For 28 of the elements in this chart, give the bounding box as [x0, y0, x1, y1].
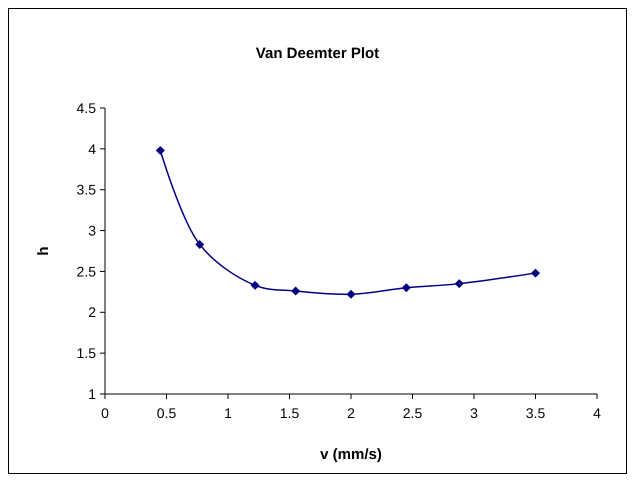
y-tick-label: 2 — [88, 304, 96, 320]
x-tick-label: 4 — [593, 405, 602, 421]
y-tick-label: 3 — [88, 222, 96, 238]
point — [402, 283, 411, 292]
x-tick-label: 1.5 — [280, 405, 300, 421]
point — [250, 280, 260, 290]
x-tick-label: 3 — [470, 405, 478, 421]
point — [531, 268, 540, 278]
y-tick-label: 1.5 — [76, 345, 96, 362]
x-tick-label: 2.5 — [402, 405, 422, 421]
y-tick-label: 4 — [88, 140, 96, 157]
point — [156, 146, 165, 155]
point — [291, 286, 300, 296]
x-tick-label: 1 — [224, 405, 232, 421]
y-tick-label: 3.5 — [76, 182, 96, 198]
chart-title: Van Deemter Plot — [256, 45, 380, 62]
y-axis-title: h — [35, 246, 52, 256]
y-tick-label: 4.5 — [76, 100, 96, 116]
x-axis-title: v (mm/s) — [320, 446, 382, 463]
point — [454, 279, 464, 288]
x-tick-label: 0.5 — [156, 405, 176, 421]
point — [346, 290, 356, 299]
y-tick-label: 1 — [88, 386, 96, 402]
point — [195, 240, 204, 249]
y-tick-label: 2.5 — [76, 263, 96, 280]
x-tick-label: 2 — [347, 405, 356, 421]
x-tick-label: 0 — [101, 405, 110, 421]
x-tick-label: 3.5 — [526, 405, 546, 421]
